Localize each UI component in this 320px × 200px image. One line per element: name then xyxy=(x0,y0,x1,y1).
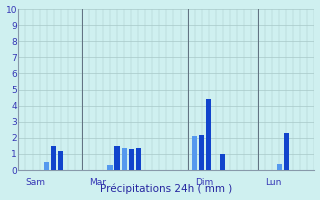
Text: Lun: Lun xyxy=(265,178,282,187)
Bar xyxy=(284,133,289,170)
Bar xyxy=(51,146,56,170)
Bar xyxy=(58,151,63,170)
Text: Mar: Mar xyxy=(89,178,106,187)
Bar xyxy=(199,135,204,170)
Bar xyxy=(220,154,226,170)
Bar xyxy=(276,164,282,170)
Text: Sam: Sam xyxy=(26,178,45,187)
Bar xyxy=(122,148,127,170)
Bar xyxy=(108,165,113,170)
Bar xyxy=(115,146,120,170)
Text: Dim: Dim xyxy=(195,178,213,187)
Bar xyxy=(129,149,134,170)
Bar xyxy=(44,162,49,170)
Bar xyxy=(206,99,212,170)
Bar xyxy=(192,136,197,170)
Bar xyxy=(136,148,141,170)
X-axis label: Précipitations 24h ( mm ): Précipitations 24h ( mm ) xyxy=(100,184,233,194)
